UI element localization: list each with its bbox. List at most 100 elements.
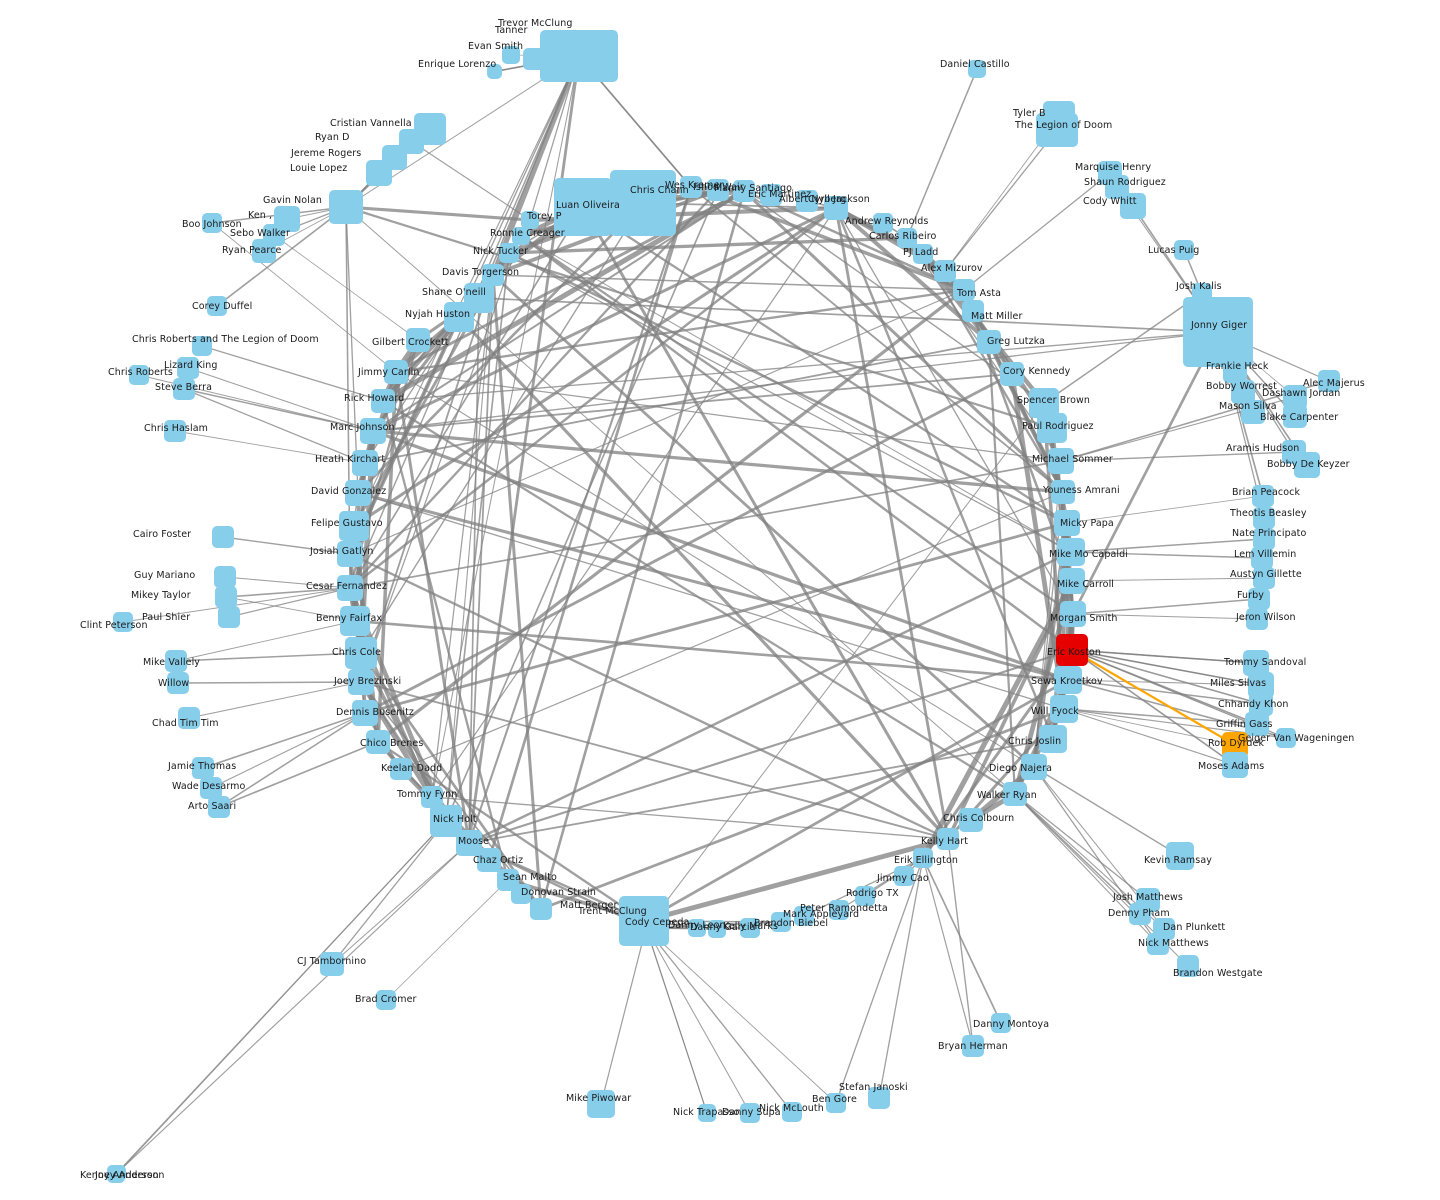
- graph-node[interactable]: [680, 176, 702, 198]
- graph-node[interactable]: [366, 730, 390, 754]
- graph-node[interactable]: [360, 418, 386, 444]
- graph-node[interactable]: [913, 244, 933, 264]
- graph-node[interactable]: [1251, 547, 1273, 569]
- graph-node[interactable]: [934, 260, 956, 282]
- graph-node[interactable]: [1245, 712, 1269, 736]
- graph-node[interactable]: [1120, 193, 1146, 219]
- graph-node[interactable]: [165, 650, 187, 672]
- graph-node[interactable]: [991, 1013, 1011, 1033]
- graph-node[interactable]: [406, 328, 430, 352]
- graph-node[interactable]: [540, 30, 618, 82]
- graph-node[interactable]: [192, 336, 212, 356]
- graph-node[interactable]: [1056, 634, 1088, 666]
- graph-node[interactable]: [390, 758, 412, 780]
- graph-node[interactable]: [502, 46, 520, 64]
- graph-node[interactable]: [873, 213, 893, 233]
- graph-node[interactable]: [782, 1102, 802, 1122]
- graph-node[interactable]: [252, 239, 276, 263]
- graph-node[interactable]: [1129, 903, 1151, 925]
- graph-node[interactable]: [212, 526, 234, 548]
- graph-node[interactable]: [1054, 666, 1082, 694]
- graph-node[interactable]: [829, 900, 849, 920]
- graph-node[interactable]: [587, 1090, 615, 1118]
- graph-node[interactable]: [1253, 567, 1275, 589]
- graph-node[interactable]: [192, 757, 214, 779]
- graph-node[interactable]: [1183, 297, 1253, 367]
- graph-node[interactable]: [173, 378, 195, 400]
- graph-node[interactable]: [1051, 480, 1075, 504]
- graph-node[interactable]: [1021, 754, 1047, 780]
- graph-node[interactable]: [329, 190, 363, 224]
- graph-node[interactable]: [707, 179, 729, 201]
- graph-node[interactable]: [345, 480, 371, 506]
- graph-node[interactable]: [200, 777, 222, 799]
- graph-node[interactable]: [708, 920, 726, 938]
- graph-node[interactable]: [1248, 588, 1270, 610]
- graph-node[interactable]: [897, 228, 917, 248]
- graph-node[interactable]: [113, 612, 133, 632]
- graph-node[interactable]: [215, 586, 237, 608]
- graph-node[interactable]: [376, 990, 396, 1010]
- graph-node[interactable]: [1177, 955, 1199, 977]
- graph-node[interactable]: [1294, 452, 1320, 478]
- graph-node[interactable]: [1222, 752, 1248, 778]
- graph-node[interactable]: [977, 330, 1001, 354]
- graph-node[interactable]: [1048, 448, 1074, 474]
- graph-node[interactable]: [1243, 650, 1269, 676]
- graph-node[interactable]: [740, 1103, 760, 1123]
- graph-node[interactable]: [796, 190, 818, 212]
- graph-node[interactable]: [771, 912, 791, 932]
- graph-node[interactable]: [477, 848, 501, 872]
- graph-node[interactable]: [167, 672, 189, 694]
- graph-node[interactable]: [521, 211, 539, 229]
- graph-node[interactable]: [824, 196, 848, 220]
- graph-node[interactable]: [352, 450, 378, 476]
- graph-node[interactable]: [688, 919, 706, 937]
- graph-node[interactable]: [1166, 842, 1194, 870]
- graph-node[interactable]: [1253, 528, 1275, 550]
- graph-node[interactable]: [1241, 400, 1265, 424]
- graph-node[interactable]: [913, 848, 933, 868]
- graph-node[interactable]: [1000, 362, 1024, 386]
- graph-node[interactable]: [959, 808, 983, 832]
- graph-node[interactable]: [554, 178, 612, 236]
- graph-node[interactable]: [698, 1104, 716, 1122]
- graph-node[interactable]: [214, 566, 236, 588]
- graph-node[interactable]: [499, 243, 519, 263]
- graph-node[interactable]: [968, 60, 986, 78]
- graph-node[interactable]: [855, 886, 875, 906]
- graph-node[interactable]: [164, 420, 186, 442]
- graph-node[interactable]: [512, 227, 530, 245]
- graph-node[interactable]: [868, 1087, 890, 1109]
- graph-node[interactable]: [384, 360, 408, 384]
- graph-node[interactable]: [218, 606, 240, 628]
- graph-node[interactable]: [1036, 113, 1078, 147]
- graph-node[interactable]: [826, 1093, 846, 1113]
- graph-node[interactable]: [794, 906, 814, 926]
- graph-node[interactable]: [337, 575, 363, 601]
- graph-node[interactable]: [760, 184, 782, 206]
- graph-node[interactable]: [1054, 510, 1080, 536]
- graph-node[interactable]: [530, 898, 552, 920]
- graph-node[interactable]: [1276, 728, 1296, 748]
- graph-node[interactable]: [348, 669, 374, 695]
- graph-node[interactable]: [337, 541, 363, 567]
- graph-node[interactable]: [937, 828, 959, 850]
- graph-node[interactable]: [110, 1165, 126, 1181]
- graph-node[interactable]: [421, 786, 443, 808]
- graph-node[interactable]: [339, 511, 369, 541]
- graph-node[interactable]: [523, 48, 545, 70]
- graph-node[interactable]: [962, 1035, 984, 1057]
- graph-node[interactable]: [953, 279, 975, 301]
- graph-node[interactable]: [1057, 538, 1085, 566]
- graph-node[interactable]: [1037, 413, 1067, 443]
- graph-node[interactable]: [487, 64, 502, 79]
- graph-node[interactable]: [320, 952, 344, 976]
- graph-node[interactable]: [1318, 370, 1340, 392]
- graph-node[interactable]: [352, 700, 378, 726]
- graph-node[interactable]: [207, 296, 227, 316]
- graph-node[interactable]: [1252, 485, 1274, 507]
- graph-node[interactable]: [340, 606, 370, 636]
- graph-node[interactable]: [1059, 568, 1085, 594]
- graph-node[interactable]: [1283, 404, 1307, 428]
